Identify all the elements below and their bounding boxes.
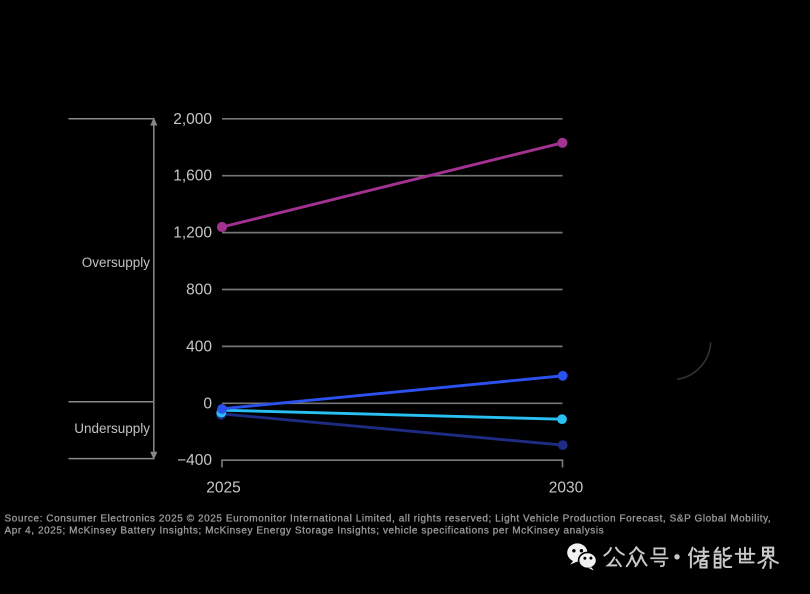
- svg-text:2,000: 2,000: [173, 111, 212, 128]
- svg-text:400: 400: [186, 338, 212, 355]
- svg-text:Undersupply: Undersupply: [74, 421, 150, 436]
- svg-text:2030: 2030: [549, 479, 584, 496]
- svg-text:Source: Consumer Electronics 2: Source: Consumer Electronics 2025 © 2025…: [5, 514, 772, 525]
- svg-text:800: 800: [186, 282, 212, 299]
- svg-text:Oversupply: Oversupply: [82, 255, 151, 270]
- svg-text:2025: 2025: [206, 479, 240, 496]
- svg-text:−400: −400: [177, 452, 212, 469]
- svg-text:Apr 4, 2025; McKinsey Battery: Apr 4, 2025; McKinsey Battery Insights; …: [5, 525, 605, 536]
- svg-text:0: 0: [203, 395, 212, 412]
- svg-text:1,600: 1,600: [173, 168, 212, 185]
- svg-text:1,200: 1,200: [173, 225, 212, 242]
